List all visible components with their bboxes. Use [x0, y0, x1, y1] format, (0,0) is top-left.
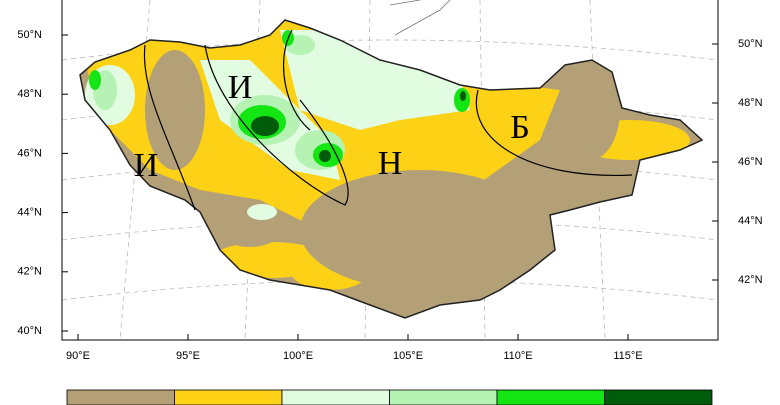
zone-lines	[143, 0, 633, 211]
lat-label: 46°N	[17, 147, 42, 159]
legend-swatch	[496, 389, 605, 405]
lat-label: 42°N	[738, 274, 763, 286]
legend-swatch	[281, 389, 390, 405]
lon-label: 105°E	[393, 350, 423, 362]
lat-label: 44°N	[17, 207, 42, 219]
region-label: И	[228, 69, 253, 106]
lat-label: 40°N	[17, 325, 42, 337]
lat-label: 42°N	[17, 266, 42, 278]
legend-swatch	[66, 389, 175, 405]
lon-label: 90°E	[66, 350, 90, 362]
legend	[66, 389, 713, 405]
legend-swatch	[174, 389, 283, 405]
border	[79, 19, 704, 319]
lat-label: 50°N	[17, 29, 42, 41]
region-label: Н	[378, 145, 403, 182]
lat-label: 50°N	[738, 38, 763, 50]
region-label: И	[134, 147, 159, 184]
ticks: 50°N 48°N 46°N 44°N 42°N 40°N 50°N 48°N 46°N 44°N…	[17, 29, 762, 362]
frame	[61, 0, 719, 341]
lon-label: 115°E	[613, 350, 642, 362]
lon-label: 100°E	[283, 350, 313, 362]
lon-label: 95°E	[176, 350, 200, 362]
lat-label: 46°N	[738, 156, 763, 168]
lat-label: 48°N	[738, 97, 763, 109]
lat-label: 44°N	[738, 215, 763, 227]
legend-swatch	[604, 389, 713, 405]
legend-swatch	[389, 389, 498, 405]
lat-label: 48°N	[17, 88, 42, 100]
region-label: Б	[510, 109, 530, 146]
lon-label: 110°E	[503, 350, 532, 362]
